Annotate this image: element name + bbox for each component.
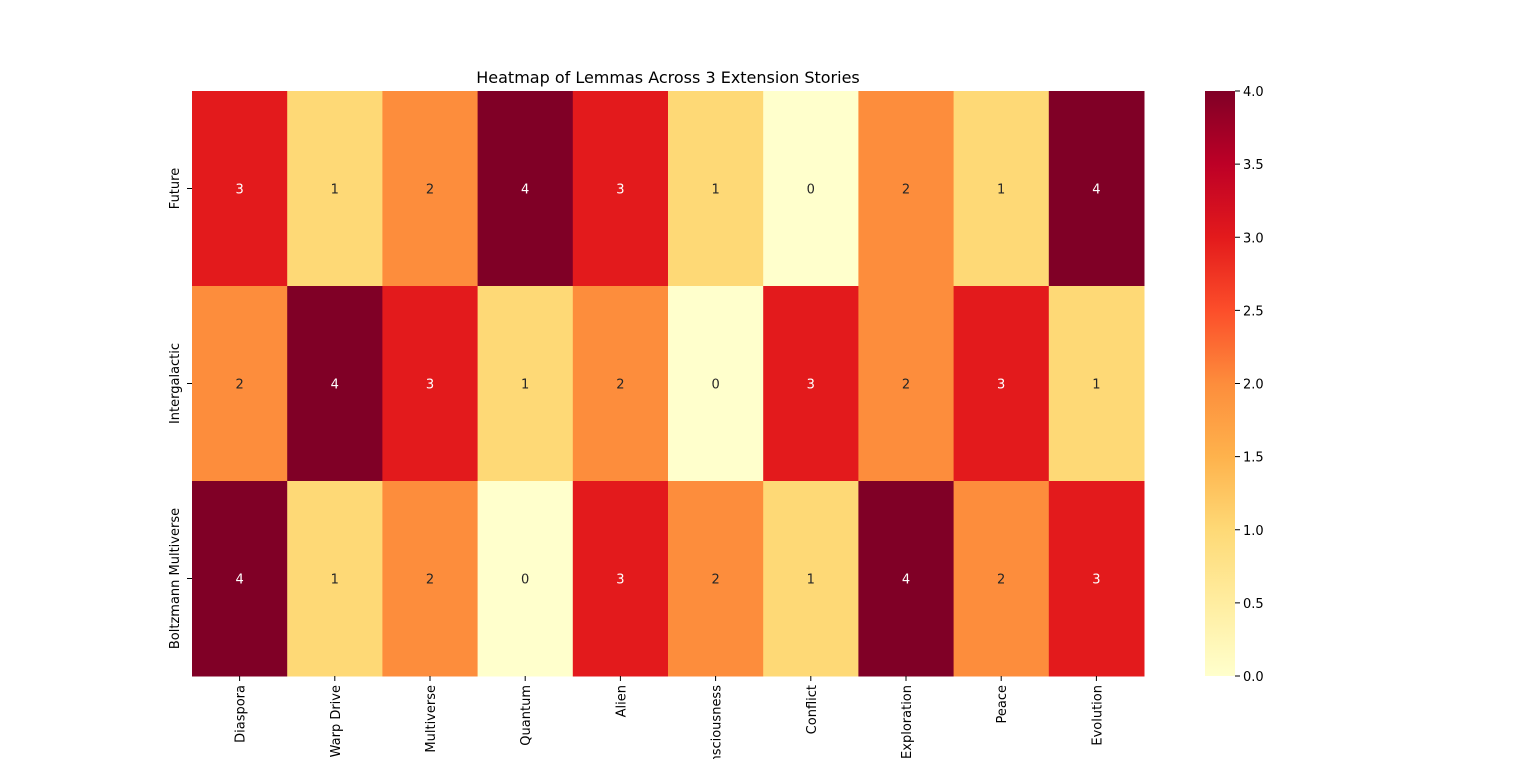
- heatmap-cell: [477, 91, 574, 287]
- x-tick-label: Evolution: [1090, 685, 1105, 746]
- heatmap-cell: [763, 286, 859, 482]
- colorbar-tick-label: 3.0: [1243, 231, 1264, 246]
- heatmap-cells: [192, 91, 1145, 677]
- cell-value-label: 1: [521, 378, 529, 393]
- cell-value-label: 0: [521, 573, 529, 588]
- heatmap-cell-labels: 3 1 2 4 3 1 0 2 1 4 2 4 3 1 2 0 3 2 3 1 4 1 2 0 3 2 1 4 2 3: [235, 183, 1100, 588]
- colorbar-tick-label: 1.5: [1243, 451, 1264, 466]
- x-tick-label: Multiverse: [424, 685, 439, 753]
- cell-value-label: 4: [1092, 183, 1100, 198]
- heatmap-cell: [668, 286, 764, 482]
- y-tick-label: Future: [168, 168, 183, 209]
- heatmap-cell: [192, 286, 288, 482]
- cell-value-label: 3: [616, 573, 624, 588]
- colorbar-tick-label: 2.5: [1243, 304, 1264, 319]
- cell-value-label: 2: [997, 573, 1005, 588]
- heatmap-cell: [953, 481, 1050, 677]
- cell-value-label: 0: [807, 183, 815, 198]
- cell-value-label: 2: [902, 378, 910, 393]
- heatmap-cell: [572, 481, 669, 677]
- heatmap-cell: [953, 286, 1050, 482]
- y-axis-ticks: Future Intergalactic Boltzmann Multiverse: [168, 168, 192, 649]
- colorbar-tick-label: 2.0: [1243, 378, 1264, 393]
- cell-value-label: 3: [997, 378, 1005, 393]
- colorbar-gradient: [1205, 91, 1235, 676]
- x-tick-label: Conflict: [805, 685, 820, 734]
- heatmap-cell: [382, 481, 479, 677]
- cell-value-label: 3: [616, 183, 624, 198]
- heatmap-cell: [953, 91, 1050, 287]
- cell-value-label: 4: [331, 378, 339, 393]
- cell-value-label: 3: [235, 183, 243, 198]
- cell-value-label: 3: [426, 378, 434, 393]
- heatmap-cell: [572, 91, 669, 287]
- cell-value-label: 1: [711, 183, 719, 198]
- x-tick-label: Warp Drive: [329, 685, 344, 757]
- cell-value-label: 3: [807, 378, 815, 393]
- colorbar-tick-label: 4.0: [1243, 85, 1264, 100]
- cell-value-label: 1: [331, 183, 339, 198]
- colorbar-tick-label: 0.5: [1243, 597, 1264, 612]
- cell-value-label: 4: [521, 183, 529, 198]
- heatmap-cell: [382, 91, 479, 287]
- heatmap-cell: [192, 481, 288, 677]
- x-axis-ticks: Diaspora Warp Drive Multiverse Quantum Alien…: [234, 676, 1105, 759]
- colorbar-tick-label: 3.5: [1243, 158, 1264, 173]
- cell-value-label: 3: [1092, 573, 1100, 588]
- y-tick-label: Boltzmann Multiverse: [168, 508, 183, 649]
- cell-value-label: 2: [426, 573, 434, 588]
- heatmap-cell: [668, 481, 764, 677]
- heatmap-cell: [287, 286, 383, 482]
- heatmap-cell: [287, 91, 383, 287]
- heatmap-cell: [763, 91, 859, 287]
- heatmap-cell: [477, 286, 574, 482]
- cell-value-label: 2: [616, 378, 624, 393]
- x-tick-label: Alien: [614, 685, 629, 717]
- cell-value-label: 2: [426, 183, 434, 198]
- x-tick-label: Diaspora: [234, 685, 249, 743]
- colorbar-tick-label: 1.0: [1243, 524, 1264, 539]
- cell-value-label: 1: [807, 573, 815, 588]
- heatmap-cell: [477, 481, 574, 677]
- heatmap-cell: [382, 286, 479, 482]
- cell-value-label: 2: [902, 183, 910, 198]
- cell-value-label: 0: [711, 378, 719, 393]
- heatmap-cell: [858, 481, 955, 677]
- x-tick-label: Peace: [995, 685, 1010, 724]
- colorbar-tick-label: 0.0: [1243, 670, 1264, 685]
- heatmap-cell: [763, 481, 859, 677]
- heatmap-cell: [192, 91, 288, 287]
- x-tick-label: Quantum: [519, 685, 534, 746]
- cell-value-label: 2: [235, 378, 243, 393]
- cell-value-label: 4: [235, 573, 243, 588]
- cell-value-label: 1: [997, 183, 1005, 198]
- chart-title: Heatmap of Lemmas Across 3 Extension Sto…: [476, 68, 860, 87]
- colorbar: 0.0 0.5 1.0 1.5 2.0 2.5 3.0 3.5 4.0: [1205, 85, 1264, 685]
- cell-value-label: 1: [331, 573, 339, 588]
- x-tick-label: Exploration: [900, 685, 915, 759]
- heatmap-cell: [668, 91, 764, 287]
- heatmap-cell: [1048, 286, 1145, 482]
- heatmap-cell: [572, 286, 669, 482]
- heatmap-cell: [858, 91, 955, 287]
- cell-value-label: 4: [902, 573, 910, 588]
- x-tick-label: Consciousness: [710, 685, 725, 759]
- heatmap-cell: [287, 481, 383, 677]
- heatmap-cell: [1048, 91, 1145, 287]
- y-tick-label: Intergalactic: [168, 343, 183, 424]
- heatmap-cell: [1048, 481, 1145, 677]
- cell-value-label: 1: [1092, 378, 1100, 393]
- heatmap-cell: [858, 286, 955, 482]
- cell-value-label: 2: [711, 573, 719, 588]
